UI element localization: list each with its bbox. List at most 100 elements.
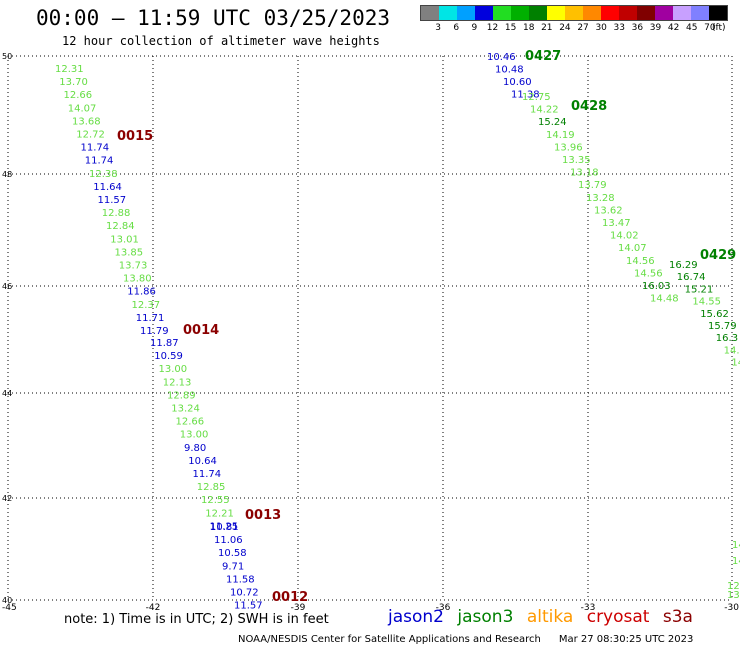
- latitude-label: 42: [2, 494, 12, 503]
- wave-height-value: 11.74: [193, 469, 222, 480]
- colorbar-tick-label: 6: [453, 23, 460, 33]
- credit-org: NOAA/NESDIS Center for Satellite Applica…: [238, 634, 541, 645]
- longitude-label: -42: [146, 603, 161, 613]
- wave-height-value: 11.58: [226, 574, 255, 585]
- colorbar-tick-label: 27: [577, 23, 589, 33]
- colorbar-swatch: [421, 6, 439, 20]
- wave-height-value: 11.06: [214, 535, 243, 546]
- wave-height-value: 12.75: [522, 92, 551, 103]
- wave-height-value: 12.31: [55, 64, 84, 75]
- wave-height-value: 11.74: [85, 156, 114, 167]
- colorbar-tick-label: 33: [613, 23, 626, 33]
- wave-height-value: 16.3: [716, 333, 738, 344]
- colorbar-labels: 3 6 9 12 15 18 21 24 27 30 33 36 39 42 45 70 (ft): [420, 21, 728, 34]
- wave-height-value: 13.73: [119, 261, 148, 272]
- wave-height-value: 12: [727, 581, 740, 592]
- wave-height-value: 11.86: [127, 287, 156, 298]
- pass-time-label: 0012: [272, 590, 308, 605]
- colorbar-swatch: [673, 6, 691, 20]
- wave-height-value: 12.13: [163, 377, 192, 388]
- wave-height-value: 13.28: [586, 193, 615, 204]
- wave-height-value: 11.74: [81, 143, 110, 154]
- colorbar-swatch: [565, 6, 583, 20]
- colorbar-swatch: [655, 6, 673, 20]
- colorbar-tick-label: 15: [504, 23, 517, 33]
- latitude-label: 40: [2, 596, 12, 605]
- longitude-label: -30: [724, 603, 739, 613]
- wave-height-value: 11.87: [150, 338, 179, 349]
- colorbar-tick-label: 9: [471, 23, 478, 33]
- colorbar-swatch: [493, 6, 511, 20]
- wave-height-value: 12.85: [197, 482, 226, 493]
- wave-height-value: 16.03: [642, 281, 671, 292]
- colorbar-tick-label: 12: [486, 23, 499, 33]
- wave-height-value: 14.07: [68, 103, 97, 114]
- wave-height-value: 11.25: [210, 521, 239, 532]
- altimeter-tracks: 12.31 13.70 12.66 14.07 13.68 12.72 11.74 11.74…: [55, 49, 740, 612]
- wave-height-value: 11.57: [234, 601, 263, 612]
- colorbar-tick-label: 30: [595, 23, 607, 33]
- latitude-label: 48: [2, 170, 12, 179]
- wave-height-value: 10.59: [154, 351, 183, 362]
- colorbar-swatch: [511, 6, 529, 20]
- map-title: 00:00 – 11:59 UTC 03/25/2023: [36, 6, 391, 30]
- wave-height-value: 11.38: [511, 90, 540, 101]
- colorbar-tick-label: 39: [649, 23, 662, 33]
- wave-height-value: 12.66: [176, 417, 205, 428]
- wave-height-value: 10.72: [230, 588, 259, 599]
- wave-height-value: 9.80: [184, 443, 206, 454]
- colorbar-swatch: [637, 6, 655, 20]
- colorbar-tick-label: 36: [631, 23, 644, 33]
- wave-height-value: 14: [731, 358, 740, 369]
- wave-height-value: 12.37: [132, 300, 161, 311]
- wave-height-value: 14: [732, 540, 740, 551]
- credit-timestamp: Mar 27 08:30:25 UTC 2023: [558, 634, 694, 645]
- wave-height-value: 12.88: [102, 208, 131, 219]
- wave-height-value: 13.35: [562, 155, 591, 166]
- longitude-label: -39: [291, 603, 306, 613]
- wave-height-value: 11.79: [140, 326, 169, 337]
- colorbar-swatch: [619, 6, 637, 20]
- wave-height-value: 11.64: [93, 182, 122, 193]
- pass-time-label: 0014: [183, 323, 219, 338]
- wave-height-value: 13.47: [602, 218, 631, 229]
- wave-height-value: 14.19: [546, 130, 575, 141]
- colorbar-tick-label: 24: [559, 23, 571, 33]
- wave-height-value: 14.02: [610, 231, 639, 242]
- wave-height-value: 10.81: [210, 522, 239, 533]
- wave-height-value: 16.29: [669, 260, 698, 271]
- legend-jason2: jason2: [388, 607, 444, 627]
- wave-height-value: 13.80: [123, 274, 152, 285]
- latitude-label: 46: [2, 282, 12, 291]
- wave-height-value: 10.58: [218, 548, 247, 559]
- wave-height-value: 12.72: [76, 130, 105, 141]
- wave-height-value: 14: [732, 556, 740, 567]
- colorbar-tick-label: 18: [522, 23, 535, 33]
- colorbar-swatch: [529, 6, 547, 20]
- wave-height-value: 13.00: [159, 364, 188, 375]
- wave-height-value: 15.24: [538, 117, 567, 128]
- wave-height-value: 14.55: [692, 297, 721, 308]
- wave-height-value: 13.00: [180, 430, 209, 441]
- colorbar-tick-label: 3: [435, 23, 441, 33]
- colorbar-tick-label: 70: [704, 23, 716, 33]
- wave-height-value: 10.60: [503, 77, 532, 88]
- pass-time-label: 0427: [525, 49, 561, 64]
- wave-height-colorbar: 3 6 9 12 15 18 21 24 27 30 33 36 39 42 45 70 (ft): [420, 5, 728, 34]
- colorbar-tick-label: 45: [686, 23, 698, 33]
- colorbar-swatch: [601, 6, 619, 20]
- latitude-label: 50: [2, 52, 12, 61]
- wave-height-value: 15.21: [685, 284, 714, 295]
- longitude-label: -36: [436, 603, 451, 613]
- wave-height-value: 14.: [724, 345, 740, 356]
- legend-cryosat: cryosat: [586, 607, 650, 627]
- colorbar-swatch: [457, 6, 475, 20]
- wave-height-value: 13.01: [110, 234, 139, 245]
- map-subtitle: 12 hour collection of altimeter wave hei…: [62, 34, 380, 48]
- wave-height-value: 13.79: [578, 180, 607, 191]
- footnote: note: 1) Time is in UTC; 2) SWH is in fe…: [64, 612, 329, 627]
- wave-height-value: 13.62: [594, 205, 623, 216]
- wave-height-value: 10.64: [188, 456, 217, 467]
- longitude-label: -33: [581, 603, 596, 613]
- wave-height-value: 13.24: [171, 404, 200, 415]
